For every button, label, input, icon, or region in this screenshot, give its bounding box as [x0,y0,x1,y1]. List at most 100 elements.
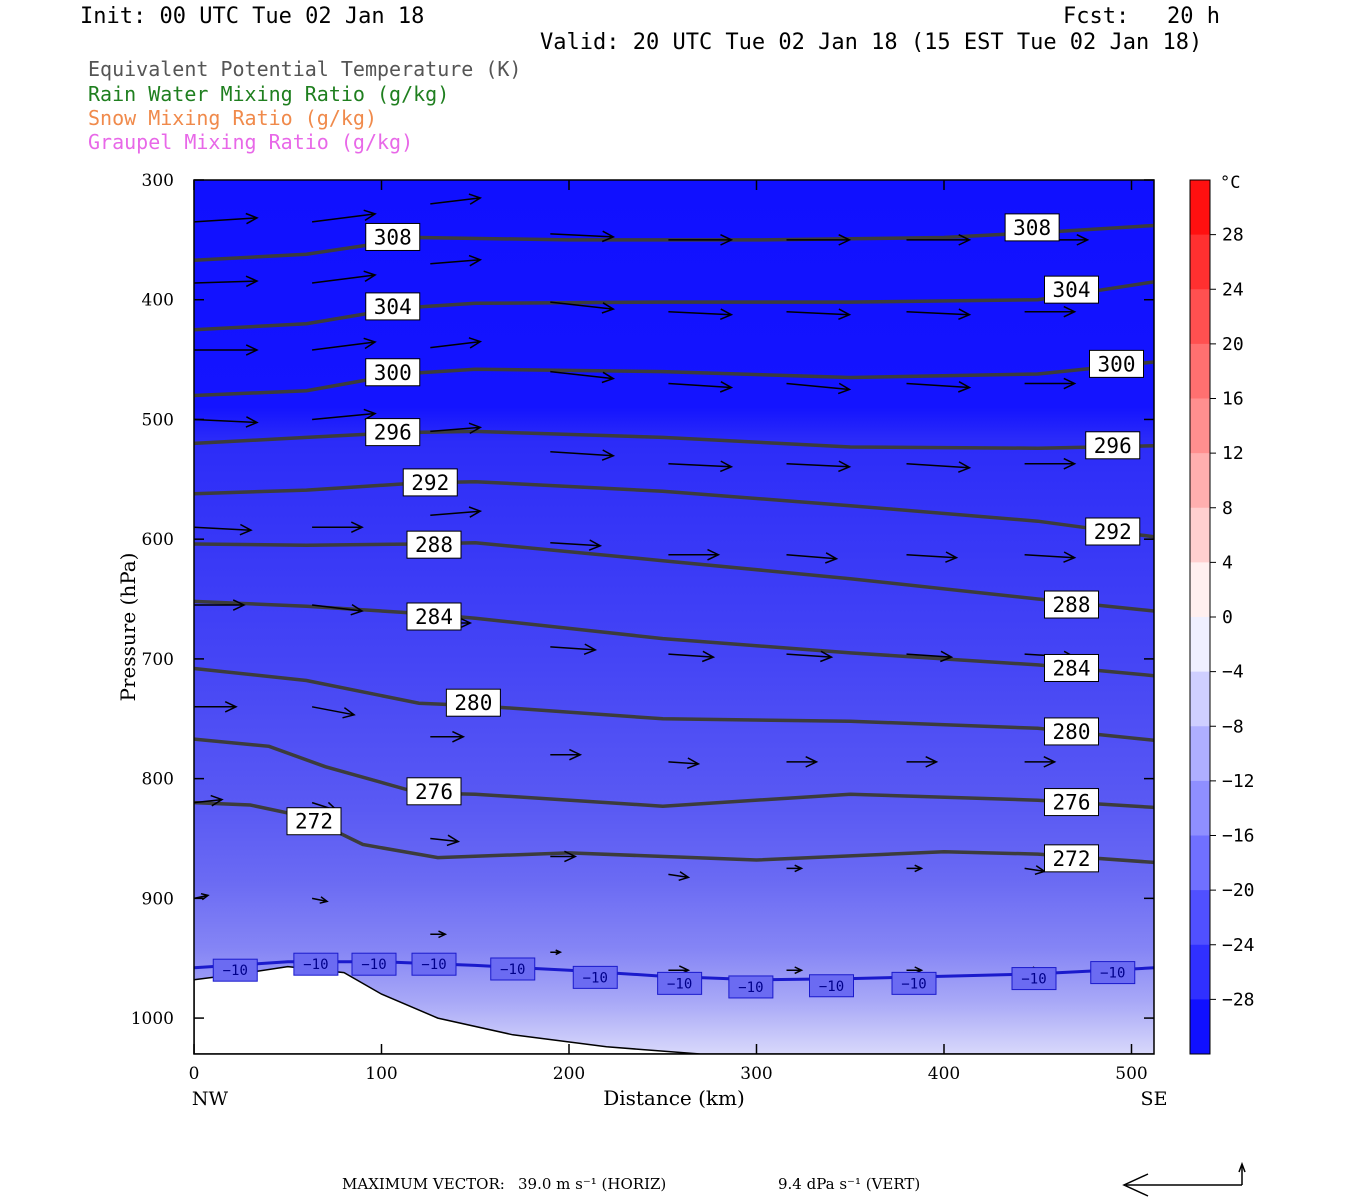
isotherm-label: −10 [303,957,328,973]
theta-e-label-box [445,688,501,717]
theta-e-label: 284 [415,605,453,629]
colorbar-tick-label: −20 [1222,880,1255,901]
colorbar-tick-label: −28 [1222,989,1255,1010]
wind-vector [312,521,364,533]
y-tick-label: 500 [142,410,174,430]
colorbar-tick-label: −12 [1222,771,1255,792]
theta-e-label-box [1004,213,1060,242]
colorbar-swatch [1190,289,1210,345]
theta-e-label: 280 [454,691,492,715]
wind-vector [194,275,259,288]
axes: 300 400 500 600 700 800 900 1000 0 100 200 300 400 50… [116,171,1167,1110]
theta-e-label: 308 [1013,216,1051,240]
wind-vector [786,756,819,768]
wind-vector [786,966,804,975]
wind-vector [550,301,616,314]
colorbar-swatch [1190,562,1210,618]
colorbar-tick-label: 12 [1222,443,1244,464]
max-vector-horizontal: 39.0 m s⁻¹ (HORIZ) [518,1175,667,1193]
wind-vector [312,209,377,223]
colorbar-swatch [1190,453,1210,509]
valid-time: Valid: 20 UTC Tue 02 Jan 18 (15 EST Tue … [540,30,1203,55]
theta-e-label-box [365,358,421,387]
theta-e-label: 304 [374,295,412,319]
wind-vector [311,896,329,904]
colorbar: °C 28 24 20 16 12 8 4 0 −4 −8 −12 −16 −20 −24 −28 [1189,173,1255,1055]
theta-e-label: 276 [415,780,453,804]
colorbar-swatch [1190,835,1210,891]
theta-e-label: 304 [1053,278,1091,302]
theta-e-label-box [402,468,458,497]
wind-vector [1024,377,1077,390]
theta-e-label: 272 [295,810,333,834]
init-time: Init: 00 UTC Tue 02 Jan 18 [80,4,425,29]
wind-vector [668,650,716,663]
wind-vector [430,930,448,939]
isotherm-label: −10 [1100,966,1125,982]
wind-vector [1024,457,1077,470]
isotherm-label: −10 [1021,972,1046,988]
isotherm-label-box [411,952,457,976]
theta-e-label-box [406,602,462,631]
wind-vector [786,308,852,320]
wind-vector [311,706,356,719]
legend-snow: Snow Mixing Ratio (g/kg) [88,106,377,130]
colorbar-unit: °C [1220,173,1240,193]
theta-e-contour-296 [194,429,1154,450]
isotherm-label-box [212,958,258,982]
wind-vector [194,212,259,225]
y-tick-label: 800 [142,770,174,790]
theta-e-label-box [1044,653,1099,682]
wind-vector [668,308,734,320]
theta-e-label-box [365,418,421,447]
theta-e-label: 300 [1098,352,1136,376]
theta-e-label-box [1044,844,1099,873]
colorbar-swatch [1190,234,1210,290]
theta-e-label-box [406,777,462,806]
x-tick-label: 300 [740,1064,772,1084]
wind-vector [194,523,253,536]
colorbar-tick-label: 8 [1222,498,1233,519]
theta-e-contour-288 [194,541,1154,613]
theta-e-contour-280 [194,666,1154,743]
max-vector-label: MAXIMUM VECTOR: [342,1175,505,1193]
x-tick-label: 200 [553,1064,585,1084]
wind-vector [1024,305,1077,318]
theta-e-label-box [365,222,421,251]
isotherm-label: −10 [667,976,692,992]
theta-e-label: 296 [374,421,412,445]
wind-vector [194,344,259,356]
wind-vector [786,234,852,246]
theta-e-label: 288 [1053,593,1091,617]
isotherm-label: −10 [583,970,608,986]
wind-vector [312,337,377,351]
theta-e-label: 296 [1094,434,1132,458]
isotherm-label: −10 [500,962,525,978]
legend-rain-water: Rain Water Mixing Ratio (g/kg) [88,82,450,106]
wind-vector [312,408,377,421]
x-tick-label: 400 [928,1064,960,1084]
colorbar-tick-label: 0 [1222,607,1233,628]
wind-vector [906,461,972,473]
isotherm-label: −10 [819,979,844,995]
colorbar-swatch [1190,343,1210,399]
wind-vector [786,864,804,873]
isotherm-label-box [809,974,854,998]
theta-e-contour-284 [194,599,1154,678]
wind-vector [194,599,246,611]
colorbar-swatch [1190,726,1210,782]
theta-e-label: 288 [415,533,453,557]
colorbar-swatch [1190,944,1210,1000]
y-tick-label: 700 [142,650,174,670]
theta-e-label-box [1044,590,1099,619]
wind-vector [430,193,483,205]
temperature-shading [194,180,1154,1054]
theta-e-label-box [1085,431,1141,460]
colorbar-tick-label: 16 [1222,389,1244,410]
y-tick-label: 900 [142,889,174,909]
wind-vector [906,650,954,663]
theta-e-contour-300 [194,360,1154,398]
wind-vector [194,416,259,428]
wind-vector [430,506,483,518]
